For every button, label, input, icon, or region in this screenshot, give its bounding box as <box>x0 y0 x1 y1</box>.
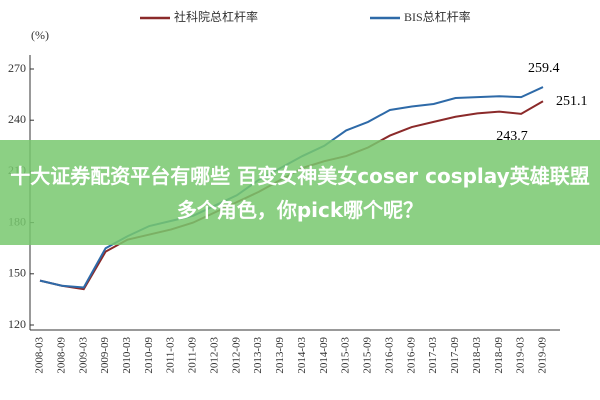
x-tick-label: 2014-09 <box>318 337 330 374</box>
x-tick-label: 2010-03 <box>121 337 133 374</box>
annotation: 251.1 <box>556 94 588 109</box>
legend-label: 社科院总杠杆率 <box>174 9 258 24</box>
x-tick-label: 2018-03 <box>471 337 483 374</box>
x-tick-label: 2008-03 <box>34 337 46 374</box>
x-tick-label: 2011-03 <box>165 337 177 374</box>
x-tick-label: 2018-09 <box>493 337 505 374</box>
legend-label: BIS总杠杆率 <box>404 9 471 24</box>
overlay-banner: 十大证券配资平台有哪些 百变女神美女coser cosplay英雄联盟多个角色，… <box>0 140 600 245</box>
x-tick-label: 2012-03 <box>208 337 220 374</box>
x-tick-label: 2017-09 <box>449 337 461 374</box>
x-tick-label: 2010-09 <box>143 337 155 374</box>
y-tick-label: 240 <box>8 112 26 126</box>
x-tick-label: 2017-03 <box>427 337 439 374</box>
x-tick-label: 2014-03 <box>296 337 308 374</box>
x-tick-label: 2012-09 <box>230 337 242 374</box>
unit-label: (%) <box>31 28 49 42</box>
y-tick-label: 120 <box>8 317 26 331</box>
x-tick-label: 2011-09 <box>187 337 199 374</box>
x-tick-label: 2013-09 <box>274 337 286 374</box>
x-tick-label: 2019-09 <box>537 337 549 374</box>
y-tick-label: 270 <box>8 61 26 75</box>
x-tick-label: 2015-03 <box>340 337 352 374</box>
x-tick-label: 2013-03 <box>252 337 264 374</box>
annotation: 259.4 <box>528 61 560 76</box>
x-tick-label: 2008-09 <box>55 337 67 374</box>
x-tick-label: 2009-09 <box>99 337 111 374</box>
x-tick-label: 2016-09 <box>405 337 417 374</box>
x-tick-label: 2019-03 <box>515 337 527 374</box>
x-tick-label: 2016-03 <box>383 337 395 374</box>
x-tick-label: 2015-09 <box>362 337 374 374</box>
x-tick-label: 2009-03 <box>77 337 89 374</box>
y-tick-label: 150 <box>8 266 26 280</box>
